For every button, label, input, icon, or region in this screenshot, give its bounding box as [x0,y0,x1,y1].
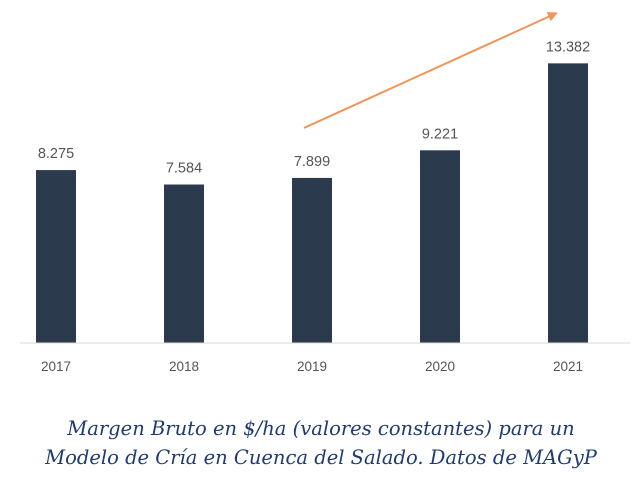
data-label-2021: 13.382 [546,39,590,55]
caption-line-1: Margen Bruto en $/ha (valores constantes… [67,417,575,440]
bar-2021 [548,63,588,344]
bar-2019 [292,177,332,343]
bar-2020 [420,150,460,343]
data-label-2020: 9.221 [422,126,458,142]
data-label-2018: 7.584 [166,161,202,177]
data-label-2017: 8.275 [38,146,74,162]
caption-line-2: Modelo de Cría en Cuenca del Salado. Dat… [45,446,597,469]
x-tick-label-2019: 2019 [297,359,327,374]
x-tick-label-2020: 2020 [425,359,455,374]
x-tick-label-2017: 2017 [41,359,71,374]
chart-caption: Margen Bruto en $/ha (valores constantes… [0,414,642,472]
x-tick-label-2021: 2021 [553,359,583,374]
bar-chart: 8.275 2017 7.584 2018 7.899 2019 9.221 2020 13.3… [20,12,630,374]
data-label-2019: 7.899 [294,154,330,170]
bar-2017 [36,170,76,343]
trend-arrow [303,12,558,129]
x-tick-label-2018: 2018 [169,359,199,374]
bar-2018 [164,184,204,343]
